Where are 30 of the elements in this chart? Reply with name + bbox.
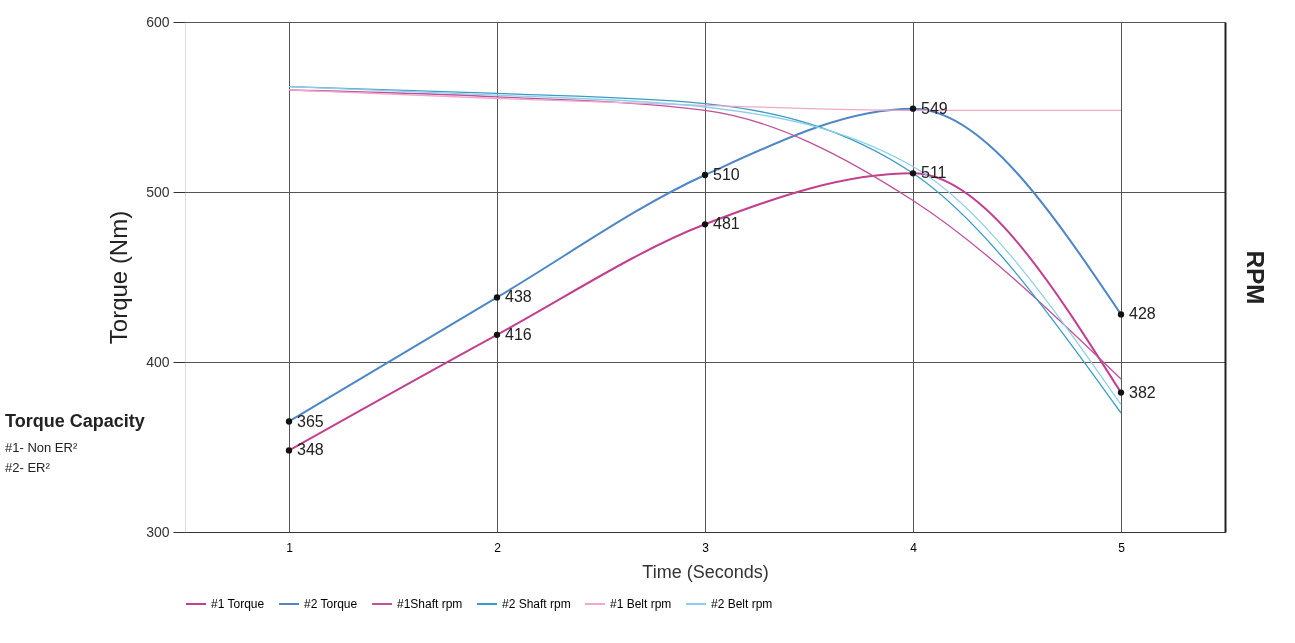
text: #2- ER² [5,460,51,475]
data-label: 428 [1129,305,1156,323]
legend-label: #2 Shaft rpm [502,597,571,611]
data-label: 365 [297,412,324,430]
data-label: 510 [713,166,740,183]
legend-label: #1Shaft rpm [397,597,463,611]
x-tick-label: 2 [494,540,502,555]
legend-label: #1 Torque [211,597,265,611]
x-tick-label: 3 [702,540,710,555]
data-label: 348 [297,441,324,459]
x-tick-label: 1 [286,540,294,555]
legend-label: #2 Belt rpm [711,597,773,611]
y-tick-label: 300 [146,523,170,540]
data-label: 416 [505,325,532,343]
y-tick-label: 600 [146,13,170,30]
x-tick-label: 4 [910,540,918,555]
data-label: 382 [1129,383,1156,401]
legend-label: #1 Belt rpm [610,597,672,611]
y-tick-label: 400 [146,353,170,370]
data-label: 438 [505,288,532,306]
y-axis-title: Torque (Nm) [105,210,133,345]
y2-axis-title: RPM [1241,250,1269,305]
text: #1- Non ER² [5,440,78,455]
text: Torque Capacity [5,411,145,431]
y-tick-label: 500 [146,183,170,200]
x-axis-title: Time (Seconds) [642,561,769,582]
legend-label: #2 Torque [304,597,358,611]
x-tick-label: 5 [1118,540,1126,555]
data-label: 481 [713,215,740,233]
line-series [288,89,1122,112]
